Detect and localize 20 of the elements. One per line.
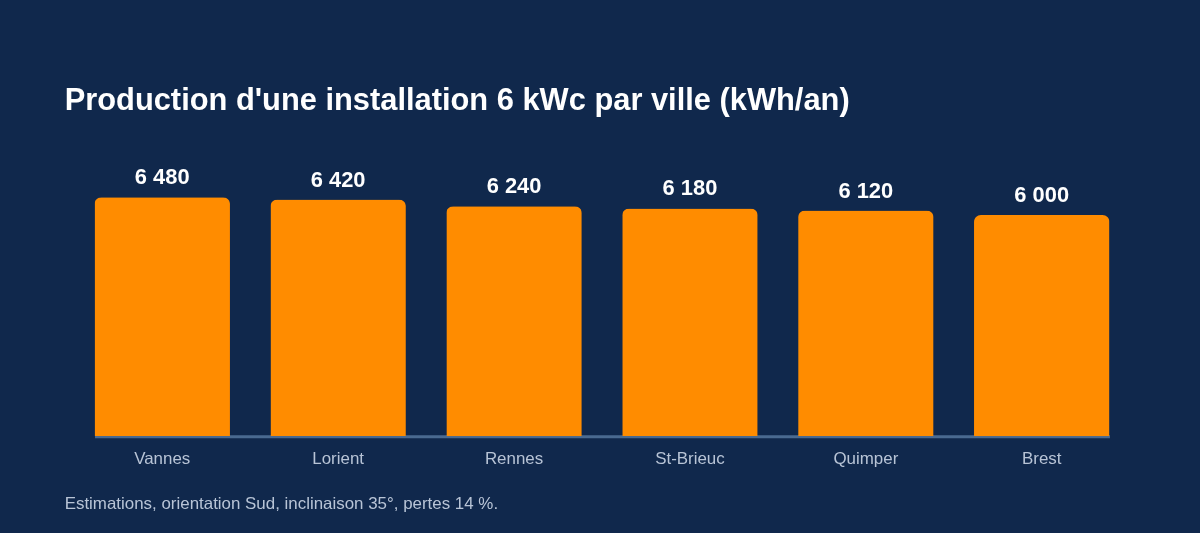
bar (270, 199, 406, 437)
data-label: 6 180 (662, 175, 718, 201)
x-tick-label: Lorient (312, 448, 365, 468)
x-tick-label: Brest (1022, 448, 1062, 468)
bar (974, 215, 1110, 437)
bar (798, 210, 934, 437)
text: Estimations, orientation Sud, inclinaison 35°, pertes 14 %. (64, 493, 499, 513)
bar (622, 208, 758, 437)
bar (94, 197, 230, 437)
data-label: 6 420 (310, 166, 366, 192)
bar (446, 206, 582, 437)
x-tick-label: Rennes (484, 448, 544, 468)
data-label: 6 000 (1014, 182, 1070, 208)
chart-title: Production d'une installation 6 kWc par ville (kWh/an) (64, 81, 850, 117)
x-tick-label: Vannes (134, 448, 191, 468)
data-label: 6 240 (486, 173, 542, 199)
data-label: 6 480 (134, 164, 190, 190)
data-label: 6 120 (838, 177, 894, 203)
x-tick-label: Quimper (833, 448, 899, 468)
x-tick-label: St-Brieuc (655, 448, 725, 468)
